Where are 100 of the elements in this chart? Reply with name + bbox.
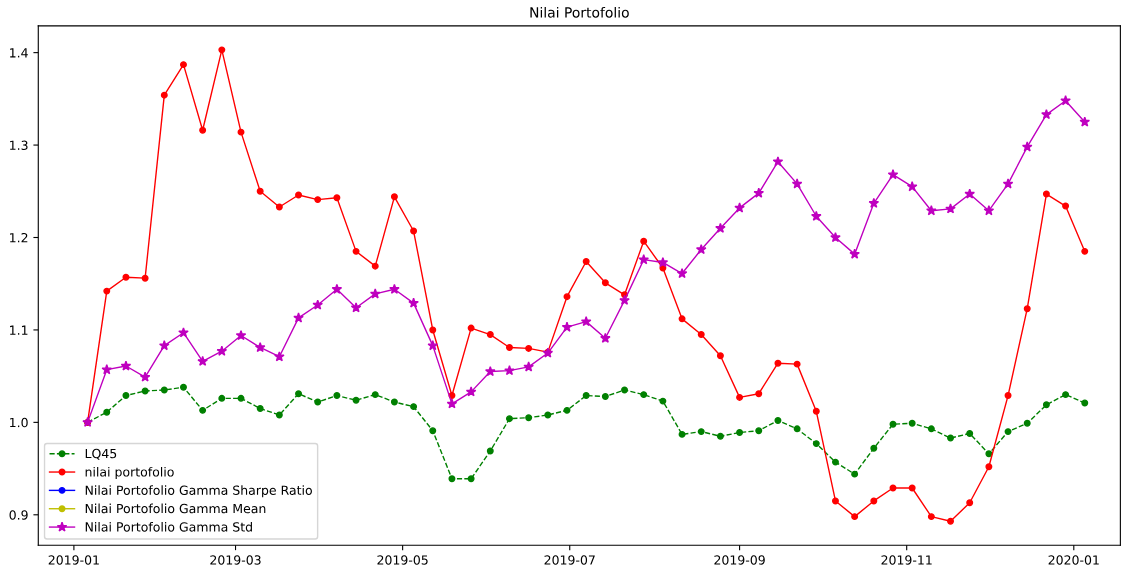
x-tick-label: 2020-01	[1048, 555, 1099, 565]
point	[774, 359, 782, 367]
point	[851, 513, 859, 521]
point	[389, 283, 400, 294]
point	[601, 279, 609, 287]
legend-label: Nilai Portofolio Gamma Std	[85, 521, 252, 532]
point	[525, 414, 533, 422]
x-tick-label: 2019-01	[48, 555, 99, 565]
point	[561, 321, 573, 332]
point	[812, 407, 820, 415]
point	[410, 227, 418, 235]
point	[197, 355, 208, 366]
point	[199, 126, 207, 134]
point	[601, 393, 609, 400]
legend-label: LQ45	[85, 448, 117, 460]
point	[525, 344, 533, 352]
point	[985, 450, 993, 458]
y-tick-label: 1.2	[10, 232, 28, 243]
point	[180, 61, 187, 69]
y-tick-label: 1.1	[10, 325, 28, 335]
point	[371, 391, 379, 399]
point	[678, 315, 686, 323]
point	[849, 248, 860, 259]
point	[1079, 116, 1091, 127]
point	[429, 326, 437, 334]
x-tick-label: 2019-03	[210, 555, 261, 565]
point	[1060, 95, 1071, 106]
x-tick-label: 2019-07	[544, 555, 595, 565]
point	[1081, 247, 1089, 255]
point	[333, 194, 341, 202]
point	[676, 267, 688, 279]
point	[465, 386, 477, 397]
point	[160, 91, 168, 99]
point	[697, 428, 705, 436]
point	[927, 513, 935, 521]
point	[716, 432, 724, 440]
point	[1021, 141, 1033, 152]
point	[695, 243, 707, 255]
point	[331, 283, 343, 294]
point	[101, 364, 113, 375]
point	[966, 499, 974, 507]
point	[716, 352, 724, 360]
point	[467, 475, 475, 483]
point	[333, 392, 341, 400]
point	[256, 405, 264, 412]
point	[120, 360, 132, 371]
point	[256, 187, 264, 195]
point	[1023, 419, 1031, 427]
point	[429, 427, 437, 435]
point	[350, 302, 362, 313]
point	[966, 429, 974, 437]
point	[486, 447, 494, 455]
point	[408, 297, 419, 308]
point	[160, 386, 168, 394]
chart-title: Nilai Portofolio	[530, 6, 629, 18]
point	[831, 497, 839, 505]
point	[964, 188, 976, 199]
point	[638, 254, 650, 265]
point	[218, 394, 226, 402]
point	[734, 202, 745, 213]
point	[736, 429, 744, 437]
point	[582, 258, 590, 266]
point	[657, 256, 669, 268]
point	[1042, 401, 1050, 409]
point	[122, 392, 130, 400]
point	[908, 419, 916, 427]
point	[563, 406, 571, 414]
point	[1042, 190, 1050, 198]
point	[906, 181, 918, 192]
point	[868, 197, 880, 208]
y-tick-label: 0.9	[9, 510, 28, 520]
legend-label: Nilai Portofolio Gamma Sharpe Ratio	[85, 485, 312, 498]
point	[390, 398, 398, 406]
point	[505, 415, 513, 423]
point	[235, 329, 247, 341]
point	[945, 203, 956, 214]
point	[887, 169, 899, 180]
y-tick-label: 1.3	[10, 140, 28, 150]
point	[369, 288, 381, 299]
point	[1004, 428, 1012, 436]
y-tick-label: 1.0	[10, 417, 28, 428]
point	[544, 411, 552, 419]
point	[810, 210, 822, 221]
point	[314, 196, 322, 204]
point	[870, 444, 878, 452]
point	[295, 390, 303, 398]
point	[122, 273, 130, 281]
point	[254, 341, 266, 353]
point	[774, 417, 782, 424]
point	[580, 316, 592, 327]
point	[486, 331, 494, 339]
point	[1062, 202, 1070, 210]
point	[293, 312, 304, 323]
point	[352, 396, 360, 404]
point	[755, 427, 763, 435]
point	[237, 128, 245, 136]
point	[830, 231, 841, 243]
point	[312, 299, 324, 310]
point	[1041, 109, 1052, 120]
point	[505, 344, 513, 351]
